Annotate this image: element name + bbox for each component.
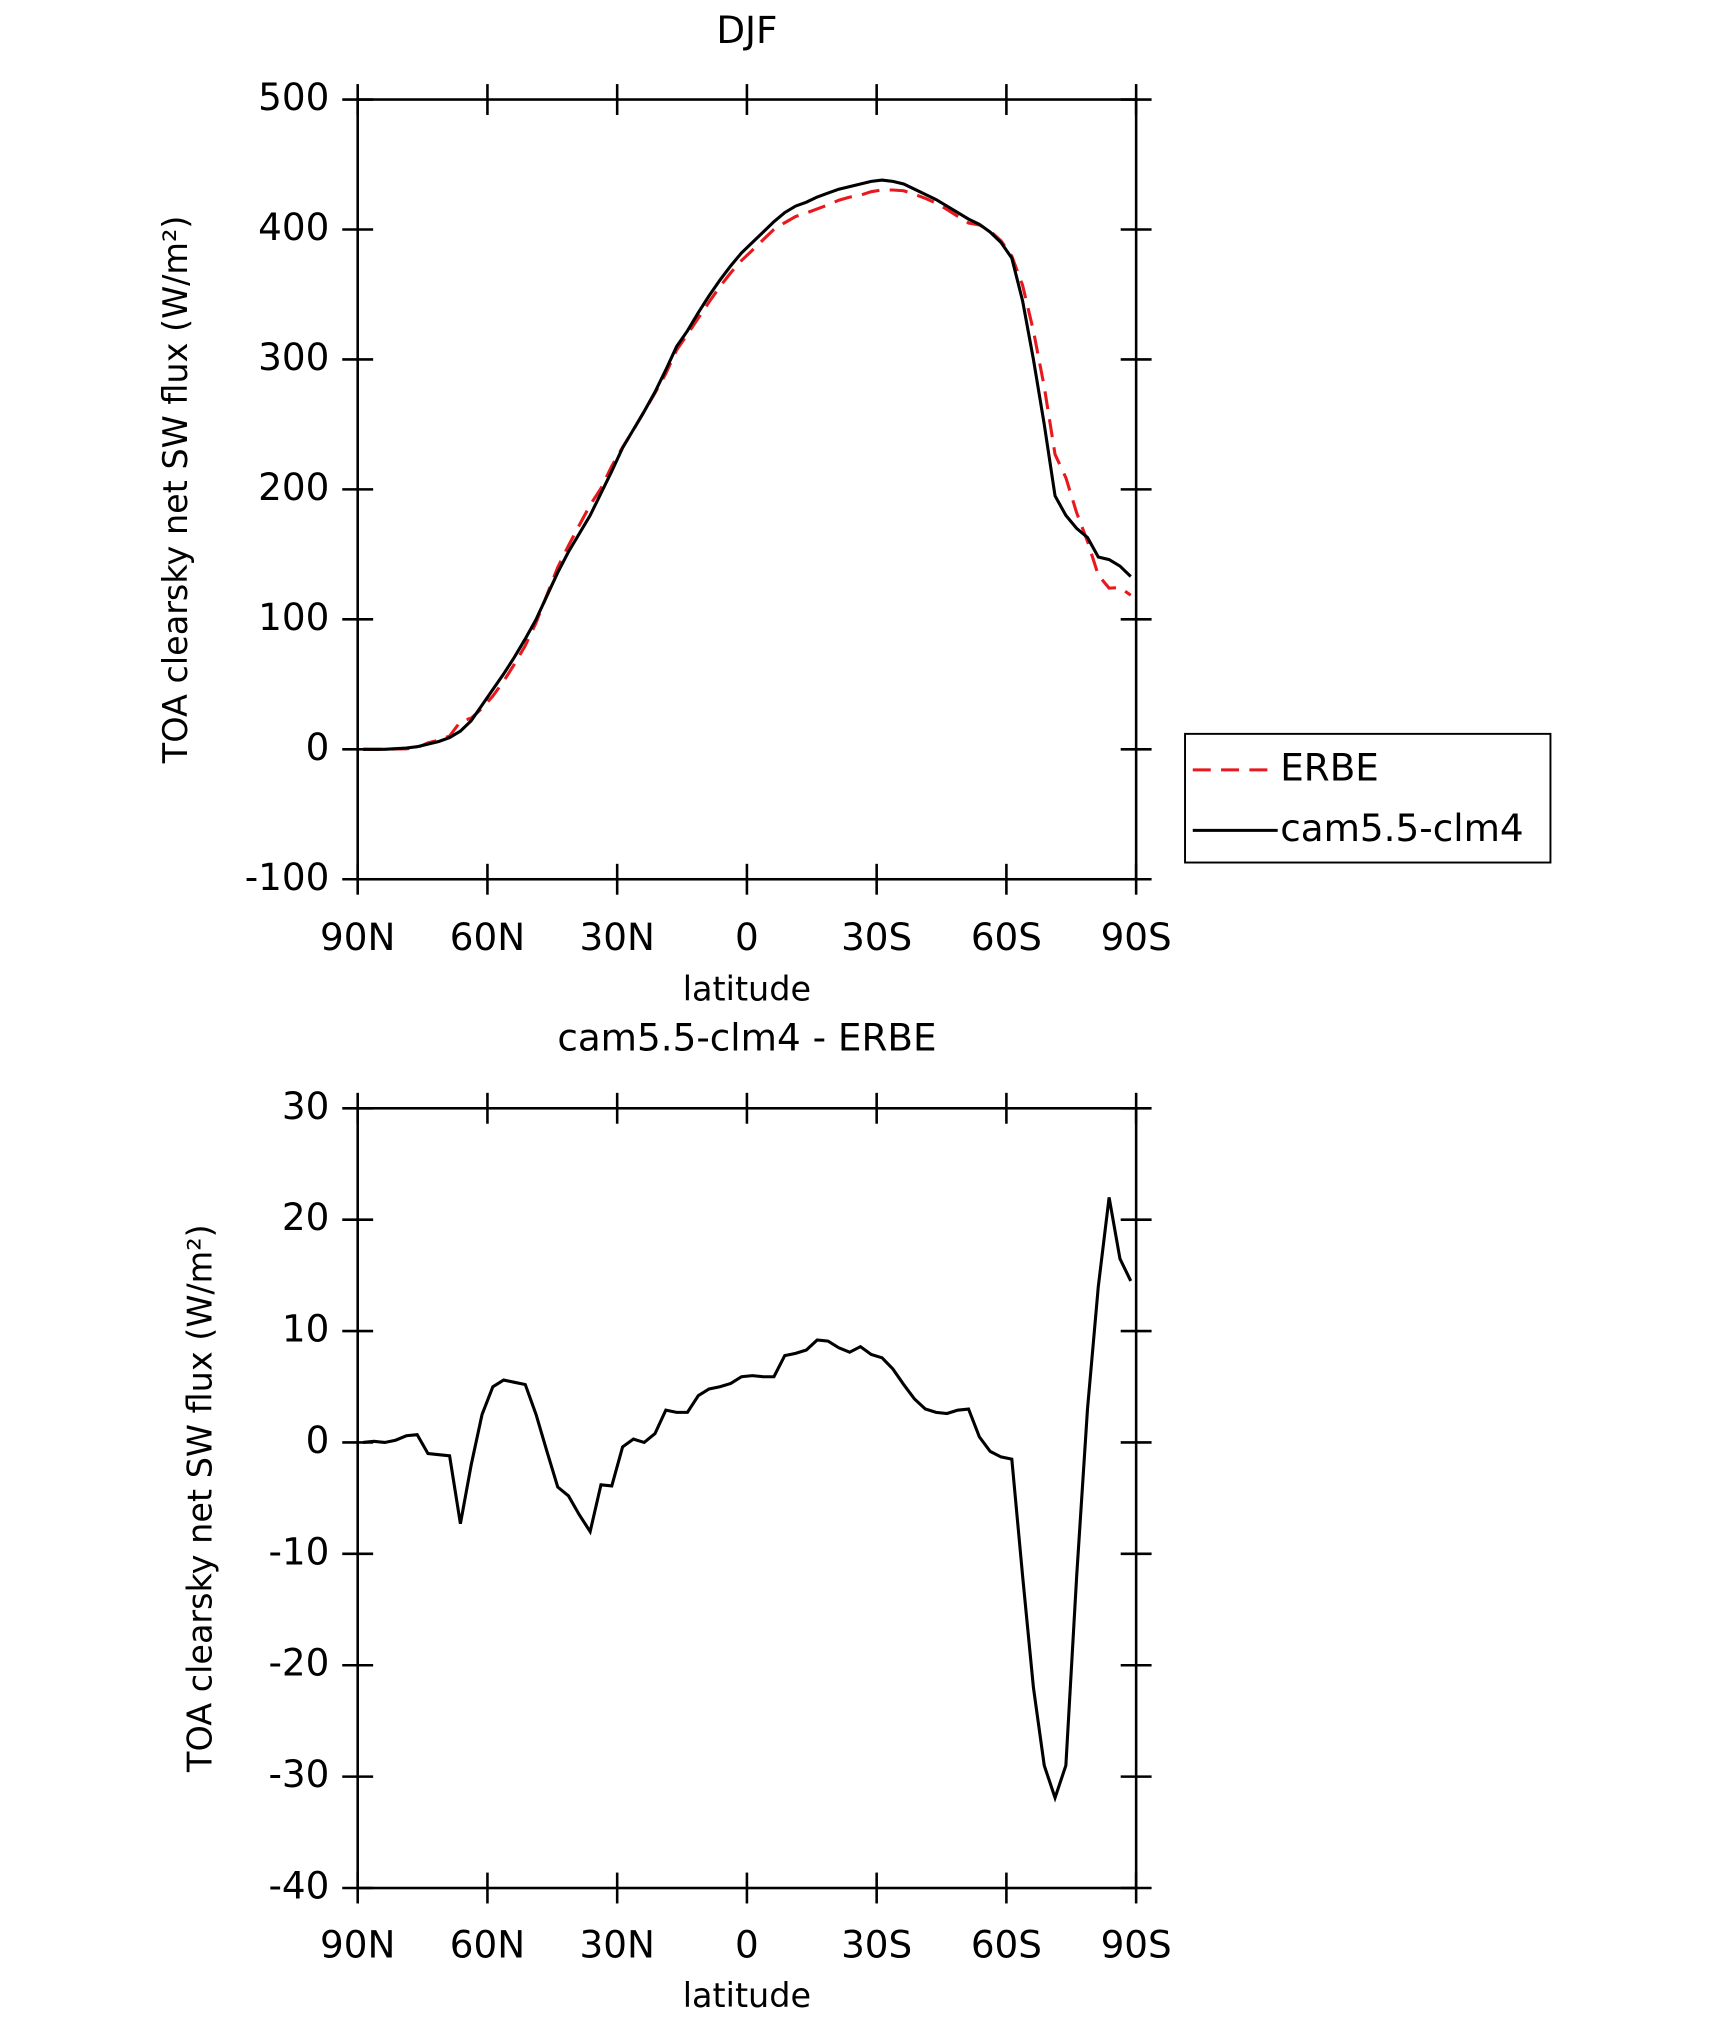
y-tick-label: -10 <box>268 1529 329 1573</box>
x-tick-label: 30N <box>579 915 654 959</box>
x-axis-label: latitude <box>683 970 811 1009</box>
y-tick-label: 500 <box>258 75 329 119</box>
legend-label: ERBE <box>1280 745 1379 789</box>
y-tick-label: 0 <box>306 1418 330 1462</box>
y-tick-label: -30 <box>268 1752 329 1796</box>
y-axis-label: TOA clearsky net SW flux (W/m²) <box>156 216 195 765</box>
x-tick-label: 60S <box>971 1923 1042 1967</box>
legend-box <box>1184 732 1552 864</box>
plot-frame <box>356 98 1138 881</box>
x-tick-label: 30S <box>841 1923 912 1967</box>
x-axis-label: latitude <box>683 1976 811 2015</box>
y-tick-label: 300 <box>258 335 329 379</box>
plot-frame <box>356 1107 1138 1890</box>
x-tick-label: 0 <box>735 915 759 959</box>
x-tick-label: 30N <box>579 1923 654 1967</box>
data-line <box>363 178 1132 751</box>
y-tick-label: -20 <box>268 1641 329 1685</box>
y-tick-label: 10 <box>282 1307 329 1351</box>
x-tick-label: 90N <box>320 915 395 959</box>
y-tick-label: 20 <box>282 1195 329 1239</box>
y-axis-label: TOA clearsky net SW flux (W/m²) <box>181 1224 220 1773</box>
y-tick-label: 30 <box>282 1084 329 1128</box>
data-line <box>362 1197 1133 1803</box>
x-tick-label: 60S <box>971 915 1042 959</box>
y-tick-label: 100 <box>258 595 329 639</box>
x-tick-label: 0 <box>735 1923 759 1967</box>
legend-label: cam5.5-clm4 <box>1280 806 1523 850</box>
x-tick-label: 60N <box>450 1923 525 1967</box>
y-tick-label: -40 <box>268 1864 329 1908</box>
chart-title: cam5.5-clm4 - ERBE <box>557 1016 936 1060</box>
x-tick-label: 60N <box>450 915 525 959</box>
x-tick-label: 30S <box>841 915 912 959</box>
x-tick-label: 90S <box>1101 915 1172 959</box>
y-tick-label: 0 <box>306 725 330 769</box>
y-tick-label: 200 <box>258 465 329 509</box>
x-tick-label: 90S <box>1101 1923 1172 1967</box>
chart-title: DJF <box>716 8 777 52</box>
y-tick-label: -100 <box>245 855 330 899</box>
x-tick-label: 90N <box>320 1923 395 1967</box>
y-tick-label: 400 <box>258 205 329 249</box>
